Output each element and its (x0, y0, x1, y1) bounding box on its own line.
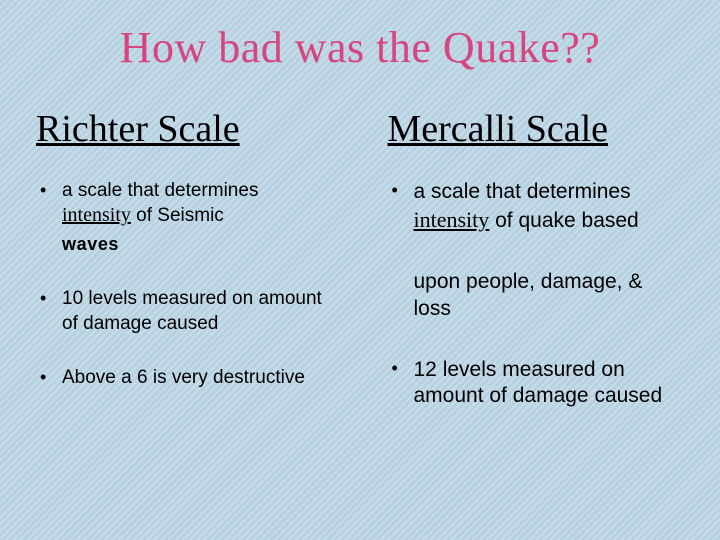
list-item: 10 levels measured on amount of damage c… (40, 287, 333, 336)
bullet-text-pre: a scale that determines (414, 180, 631, 203)
right-heading: Mercalli Scale (388, 107, 685, 151)
left-column: Richter Scale a scale that determines in… (36, 107, 333, 420)
bullet-text-mid: of quake based (489, 209, 638, 232)
bullet-text: 10 levels measured on amount of damage c… (62, 288, 322, 333)
bullet-text-mid: of Seismic (131, 205, 224, 226)
intensity-word: intensity (414, 207, 490, 232)
list-item: a scale that determines intensity of qua… (392, 179, 685, 235)
bullet-text: upon people, damage, & loss (414, 270, 643, 320)
columns-container: Richter Scale a scale that determines in… (36, 107, 684, 420)
left-bullet-list: a scale that determines intensity of Sei… (36, 179, 333, 390)
slide-title: How bad was the Quake?? (36, 22, 684, 73)
list-item-continuation: upon people, damage, & loss (392, 269, 685, 323)
right-column: Mercalli Scale a scale that determines i… (388, 107, 685, 420)
left-heading: Richter Scale (36, 107, 333, 151)
slide: How bad was the Quake?? Richter Scale a … (0, 0, 720, 540)
list-item: Above a 6 is very destructive (40, 366, 333, 390)
list-item: 12 levels measured on amount of damage c… (392, 357, 685, 411)
bullet-text: Above a 6 is very destructive (62, 367, 305, 388)
list-item: a scale that determines intensity of Sei… (40, 179, 333, 257)
bullet-text: 12 levels measured on amount of damage c… (414, 358, 663, 408)
bullet-text-pre: a scale that determines (62, 180, 258, 201)
right-bullet-list: a scale that determines intensity of qua… (388, 179, 685, 410)
intensity-word: intensity (62, 204, 131, 226)
waves-word: waves (62, 233, 119, 256)
